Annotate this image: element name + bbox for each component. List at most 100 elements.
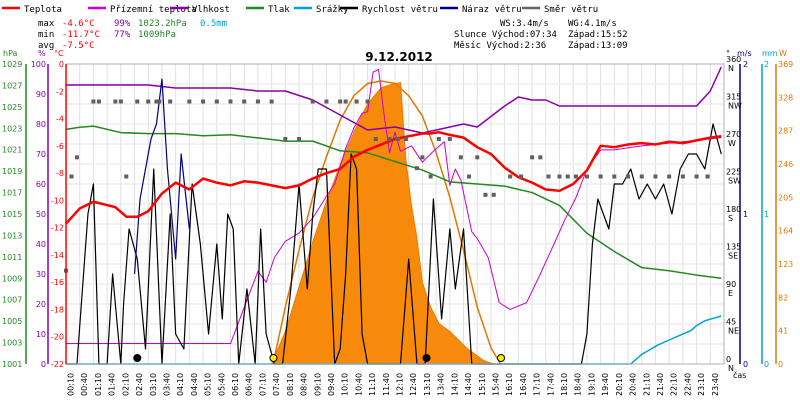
tick-time: 13:40 (437, 373, 446, 396)
tick-dir-label: N (728, 64, 734, 73)
tick-w: 0 (778, 360, 783, 369)
tick-ms: 2 (743, 60, 748, 69)
wind-direction-point (705, 174, 710, 179)
precipitation-line (66, 315, 722, 365)
sunset-marker (497, 354, 506, 362)
tick-pct: 60 (36, 180, 46, 189)
tick-dir: 45 (726, 318, 736, 327)
tick-pct: 80 (36, 120, 46, 129)
tick-dir: 225 (726, 168, 741, 177)
wind-direction-point (538, 155, 543, 160)
tick-time: 05:10 (204, 373, 213, 396)
wind-direction-point (639, 174, 644, 179)
wind-direction-point (338, 99, 343, 104)
tick-hpa: 1003 (2, 339, 22, 348)
tick-pct: 100 (31, 60, 46, 69)
tick-degc: -18 (51, 305, 64, 314)
moonrise-marker (133, 354, 142, 362)
wind-direction-point (310, 99, 315, 104)
tick-hpa: 1019 (2, 167, 22, 176)
stats-min-temp: -11.7°C (62, 30, 100, 40)
stats-min-label: min (38, 30, 54, 40)
info-sun: Slunce Východ:07:34 (454, 30, 557, 40)
tick-dir-label: NE (728, 327, 739, 336)
wind-direction-point (530, 155, 535, 160)
tick-w: 328 (778, 93, 793, 102)
tick-time: 07:10 (258, 373, 267, 396)
wind-direction-point (297, 137, 302, 141)
tick-w: 41 (778, 327, 788, 336)
legend-label-5: Rychlost větru (362, 5, 438, 15)
wind-direction-point (395, 137, 400, 141)
tick-degc: -4 (56, 115, 64, 124)
tick-time: 16:40 (519, 373, 528, 396)
axes: 1001100310051007100910111013101510171019… (2, 55, 793, 396)
tick-dir: 180 (726, 205, 741, 214)
wind-direction-point (508, 174, 513, 179)
wind-direction-point (458, 155, 463, 160)
tick-pct: 40 (36, 240, 46, 249)
tick-time: 22:10 (670, 373, 679, 396)
sun-markers (133, 354, 506, 362)
wind-direction-point (91, 99, 96, 104)
temperature-line (65, 130, 722, 225)
wind-direction-point (694, 174, 699, 179)
wind-direction-point (269, 99, 274, 104)
stats-max-hum: 99% (114, 19, 131, 29)
sunrise-marker (269, 354, 278, 362)
series-lines (65, 66, 722, 365)
tick-degc: -8 (56, 169, 64, 178)
tick-hpa: 1011 (2, 253, 22, 262)
wind-direction-point (118, 99, 123, 104)
tick-time: 22:40 (683, 373, 692, 396)
legend-label-7: Směr větru (544, 5, 598, 15)
wind-direction-point (475, 155, 480, 160)
legend-label-4: Srážky (316, 5, 349, 15)
tick-time: 01:40 (108, 373, 117, 396)
tick-dir-label: W (728, 139, 736, 148)
wind-direction-point (653, 174, 658, 179)
info-wg: WG:4.1m/s (568, 19, 617, 29)
info-moon: Měsíc Východ:2:36 (454, 41, 546, 51)
tick-time: 18:40 (574, 373, 583, 396)
tick-mm: 1 (764, 210, 769, 219)
unit-w: W (779, 49, 787, 58)
tick-time: 03:40 (162, 373, 171, 396)
tick-dir-label: SE (728, 252, 738, 261)
wind-direction-point (157, 99, 162, 104)
unit-ms: m/s (737, 49, 752, 58)
tick-hpa: 1001 (2, 360, 22, 369)
tick-hpa: 1009 (2, 274, 22, 283)
wind-direction-point (228, 99, 233, 104)
tick-dir: 360 (726, 55, 741, 64)
tick-time: 13:10 (423, 373, 432, 396)
tick-w: 164 (778, 227, 793, 236)
tick-w: 205 (778, 193, 793, 202)
tick-time: 11:10 (368, 373, 377, 396)
wind-direction-point (201, 99, 206, 104)
tick-time: 00:10 (67, 373, 76, 396)
tick-time: 05:40 (217, 373, 226, 396)
wind-direction-point (214, 99, 219, 104)
tick-w: 246 (778, 160, 793, 169)
tick-time: 18:10 (560, 373, 569, 396)
tick-time: 10:40 (354, 373, 363, 396)
unit-time: čas (733, 370, 746, 380)
info-sun-set: Západ:15:52 (568, 30, 628, 40)
tick-dir-label: NW (728, 102, 742, 111)
tick-hpa: 1021 (2, 146, 22, 155)
tick-w: 123 (778, 260, 793, 269)
tick-time: 11:40 (382, 373, 391, 396)
tick-time: 02:40 (135, 373, 144, 396)
wind-direction-point (420, 155, 425, 160)
wind-direction-point (373, 137, 378, 141)
wind-direction-point (403, 137, 408, 141)
tick-time: 06:40 (245, 373, 254, 396)
unit-degc: °C (54, 49, 64, 58)
wind-direction-point (113, 99, 118, 104)
stats-avg-temp: -7.5°C (62, 41, 95, 51)
stats-max-temp: -4.6°C (62, 19, 95, 29)
tick-mm: 2 (764, 60, 769, 69)
legend-label-2: Vlhkost (192, 5, 230, 15)
tick-pct: 20 (36, 300, 46, 309)
